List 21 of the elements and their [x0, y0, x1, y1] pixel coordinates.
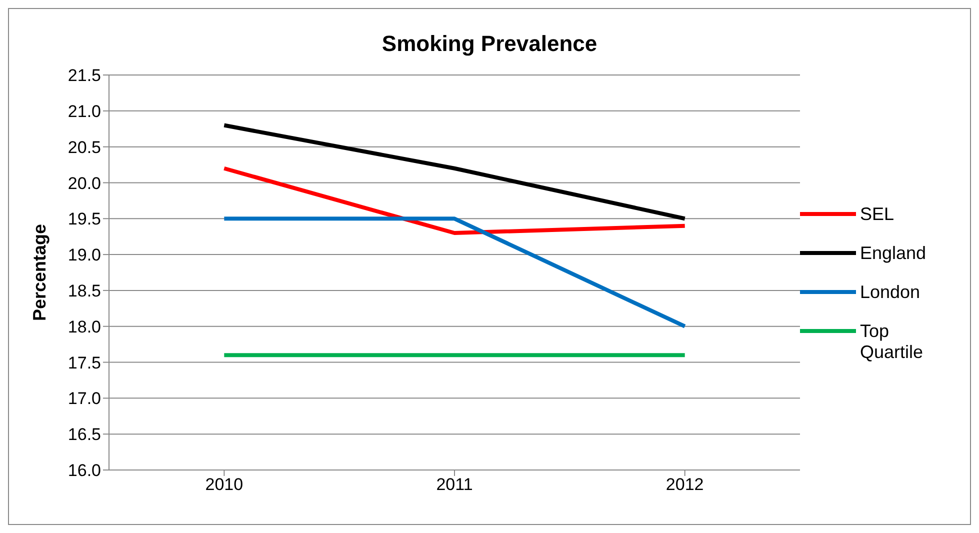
x-tick-label: 2012 — [666, 475, 704, 494]
y-tick-label: 21.5 — [68, 66, 101, 86]
y-tick-label: 19.5 — [68, 210, 101, 229]
y-tick-label: 20.0 — [68, 174, 101, 193]
legend-label: Top Quartile — [860, 321, 924, 363]
y-axis-title: Percentage — [29, 224, 50, 322]
y-tick-label: 16.5 — [68, 425, 101, 444]
y-tick-label: 19.0 — [68, 246, 101, 265]
y-tick-label: 17.5 — [68, 353, 101, 372]
y-tick-label: 17.0 — [68, 389, 101, 408]
legend-label: SEL — [860, 204, 894, 225]
x-tick-label: 2011 — [436, 475, 473, 494]
y-tick-label: 18.5 — [68, 281, 101, 300]
y-tick-label: 21.0 — [68, 102, 101, 121]
y-tick-label: 18.0 — [68, 317, 101, 336]
legend-label: London — [860, 282, 920, 303]
legend-label: England — [860, 243, 926, 264]
y-tick-label: 20.5 — [68, 138, 101, 157]
y-tick-label: 16.0 — [68, 461, 101, 480]
x-tick-label: 2010 — [205, 475, 244, 494]
chart-title: Smoking Prevalence — [380, 31, 598, 58]
